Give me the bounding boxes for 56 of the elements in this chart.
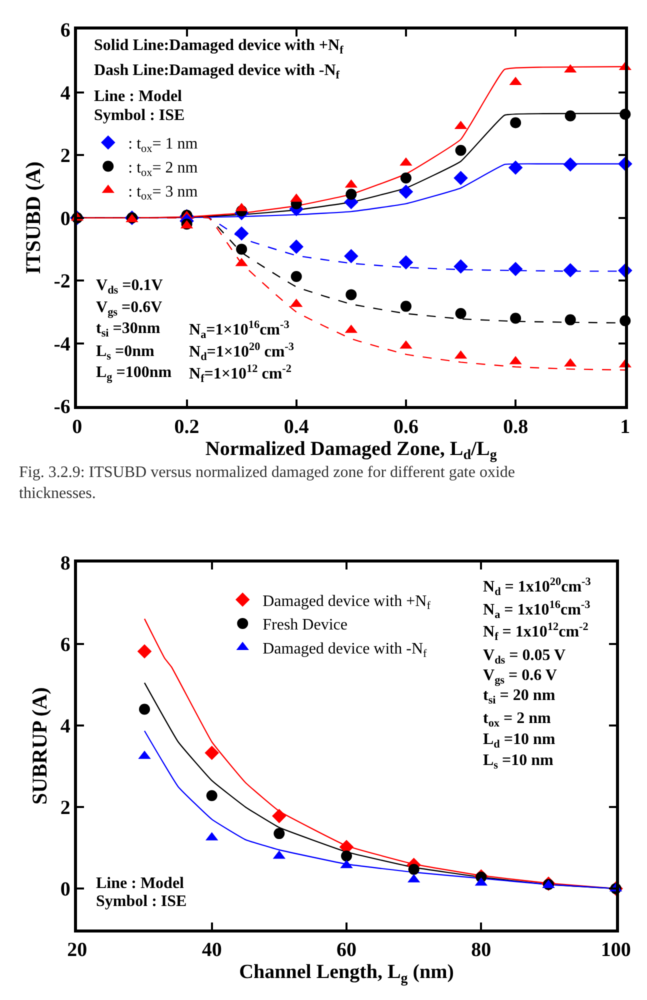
annotation: V$_{ds}$ =0.1V [96,277,164,296]
y-axis-title: SUBRUP (A) [28,687,52,805]
legend-label: Fresh Device [262,616,348,634]
y-axis-title: ITSUBD (A) [20,162,45,274]
y-tick-label: 8 [60,552,70,575]
annotation: t$_{si}$ =30nm [96,320,161,340]
x-axis-title: Channel Length, L$_{g}$ (nm) [239,961,454,986]
x-tick-label: 60 [336,939,357,962]
x-tick-label: 0.2 [174,416,200,438]
annotation: V$_{gs}$ =0.6V [96,299,163,318]
y-tick-label: 6 [60,634,70,656]
y-tick-label: 4 [60,716,70,738]
y-tick-label: 0 [60,878,70,901]
annotation: L$_{s}$ =0nm [96,343,156,362]
y-tick-label: -2 [54,270,70,293]
y-tick-label: 2 [60,145,70,168]
legend-label: Damaged device with +N$_{f}$ [262,592,431,612]
annotation: N$_{d}$=1×10$^{20}$ cm$^{-3}$ [189,341,294,364]
annotation: Line : Model [96,875,185,892]
x-tick-label: 0.4 [284,416,309,438]
y-tick-label: -4 [54,333,70,356]
x-tick-label: 0.6 [393,416,418,438]
annotation: t$_{si}$ = 20 nm [483,687,556,706]
annotation: Symbol : ISE [94,107,185,124]
annotation: Dash Line:Damaged device with -N$_{f}$ [94,62,340,82]
y-tick-label: 6 [60,20,70,42]
annotation: V$_{gs}$ = 0.6 V [483,667,558,686]
annotation: L$_{g}$ =100nm [96,364,172,384]
annotation: N$_{d}$ = 1x10$^{20}$cm$^{-3}$ [483,576,592,598]
annotation: N$_{f}$=1×10$^{12}$ cm$^{-2}$ [189,363,292,386]
legend-label: : t$_{ox}$= 3 nm [128,183,198,203]
annotation: L$_{d}$ =10 nm [483,731,556,750]
annotation: Line : Model [94,88,183,105]
y-tick-label: 2 [60,797,70,820]
y-tick-label: -6 [54,396,70,418]
annotation: L$_{s}$ =10 nm [483,752,554,772]
y-tick-label: 4 [60,82,70,104]
x-tick-label: 40 [202,939,222,962]
annotation: V$_{ds}$ = 0.05 V [483,647,566,666]
annotation: Solid Line:Damaged device with +N$_{f}$ [94,37,344,56]
legend-label: : t$_{ox}$= 2 nm [128,160,198,179]
x-tick-label: 100 [600,939,631,962]
caption: Fig. 3.2.9: ITSUBD versus normalized damaged zone for different gate oxide thicknesses. [19,464,516,502]
x-tick-label: 20 [67,939,88,962]
annotation: t$_{ox}$ = 2 nm [483,710,552,730]
legend-label: : t$_{ox}$= 1 nm [128,136,198,156]
legend-label: Damaged device with -N$_{f}$ [262,640,428,660]
y-tick-label: 0 [60,208,70,230]
x-tick-label: 80 [471,939,492,962]
annotation: Symbol : ISE [96,893,187,910]
annotation: N$_{a}$ = 1x10$^{16}$cm$^{-3}$ [483,599,591,622]
x-axis-title: Normalized Damaged Zone, L$_{d}$/L$_{g}$ [205,438,497,464]
annotation: N$_{f}$ = 1x10$^{12}$cm$^{-2}$ [483,621,589,644]
annotation: N$_{a}$=1×10$^{16}$cm$^{-3}$ [189,319,290,342]
x-tick-label: 0.8 [503,416,528,438]
x-tick-label: 1 [620,416,630,438]
